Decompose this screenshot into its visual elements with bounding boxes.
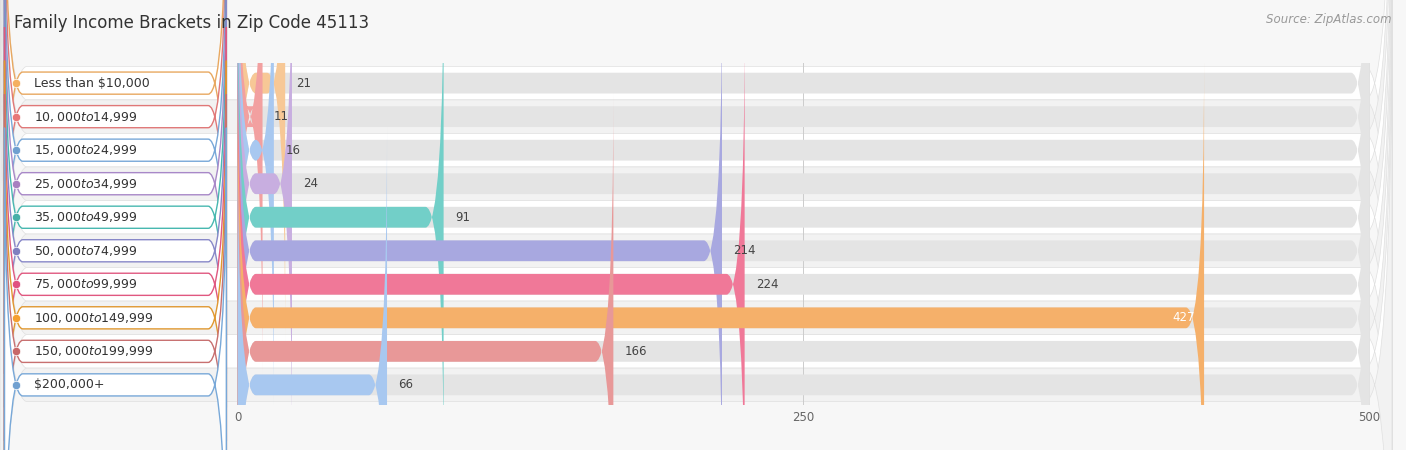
FancyBboxPatch shape (238, 0, 1369, 341)
FancyBboxPatch shape (238, 0, 1369, 450)
Text: $75,000 to $99,999: $75,000 to $99,999 (34, 277, 138, 291)
FancyBboxPatch shape (238, 94, 613, 450)
FancyBboxPatch shape (238, 0, 1369, 441)
Text: 21: 21 (297, 76, 312, 90)
Text: Less than $10,000: Less than $10,000 (34, 76, 149, 90)
FancyBboxPatch shape (238, 0, 274, 408)
Text: $50,000 to $74,999: $50,000 to $74,999 (34, 244, 138, 258)
FancyBboxPatch shape (4, 0, 226, 441)
Text: 11: 11 (274, 110, 288, 123)
FancyBboxPatch shape (4, 94, 226, 450)
Text: 214: 214 (734, 244, 756, 257)
Text: 166: 166 (624, 345, 647, 358)
Text: Family Income Brackets in Zip Code 45113: Family Income Brackets in Zip Code 45113 (14, 14, 370, 32)
Text: 66: 66 (398, 378, 413, 392)
FancyBboxPatch shape (238, 127, 1369, 450)
FancyBboxPatch shape (4, 128, 226, 450)
FancyBboxPatch shape (238, 0, 263, 374)
FancyBboxPatch shape (238, 0, 1369, 408)
Text: Source: ZipAtlas.com: Source: ZipAtlas.com (1267, 14, 1392, 27)
FancyBboxPatch shape (238, 0, 285, 341)
Text: $200,000+: $200,000+ (34, 378, 104, 392)
FancyBboxPatch shape (238, 0, 1369, 450)
Text: $15,000 to $24,999: $15,000 to $24,999 (34, 143, 138, 157)
FancyBboxPatch shape (238, 60, 1204, 450)
Text: $100,000 to $149,999: $100,000 to $149,999 (34, 311, 153, 325)
FancyBboxPatch shape (4, 0, 226, 450)
FancyBboxPatch shape (4, 27, 226, 450)
FancyBboxPatch shape (238, 0, 292, 441)
FancyBboxPatch shape (4, 0, 226, 340)
Text: $10,000 to $14,999: $10,000 to $14,999 (34, 110, 138, 124)
Text: $25,000 to $34,999: $25,000 to $34,999 (34, 177, 138, 191)
Text: 16: 16 (285, 144, 299, 157)
FancyBboxPatch shape (238, 60, 1369, 450)
Text: 24: 24 (304, 177, 318, 190)
FancyBboxPatch shape (4, 0, 226, 407)
Text: $150,000 to $199,999: $150,000 to $199,999 (34, 344, 153, 358)
FancyBboxPatch shape (238, 0, 723, 450)
FancyBboxPatch shape (238, 0, 444, 450)
Text: 224: 224 (756, 278, 779, 291)
FancyBboxPatch shape (4, 61, 226, 450)
FancyBboxPatch shape (238, 0, 1369, 374)
FancyBboxPatch shape (4, 0, 226, 450)
FancyBboxPatch shape (238, 27, 1369, 450)
FancyBboxPatch shape (238, 127, 387, 450)
Text: 91: 91 (456, 211, 470, 224)
Text: $35,000 to $49,999: $35,000 to $49,999 (34, 210, 138, 224)
FancyBboxPatch shape (238, 27, 745, 450)
FancyBboxPatch shape (4, 0, 226, 374)
FancyBboxPatch shape (238, 94, 1369, 450)
Text: 427: 427 (1173, 311, 1195, 324)
